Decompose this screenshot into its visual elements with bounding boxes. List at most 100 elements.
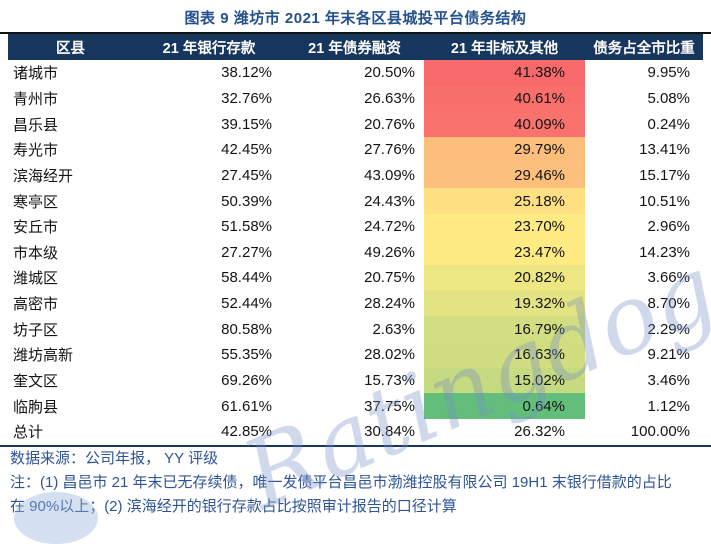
table-row-total: 总计 42.85% 30.84% 26.32% 100.00%	[8, 419, 703, 445]
cell-nonstandard: 29.79%	[424, 136, 585, 163]
note-line-2: 在 90%以上；(2) 滨海经开的银行存款占比按照审计报告的口径计算	[10, 498, 457, 515]
cell-city-share: 9.21%	[647, 346, 690, 364]
data-source: 数据来源：公司年报， YY 评级	[10, 450, 219, 467]
table-row: 滨海经开 27.45% 43.09% 29.46% 15.17%	[8, 162, 703, 189]
cell-bank-deposit: 55.35%	[221, 346, 272, 364]
cell-district: 滨海经开	[13, 167, 74, 185]
debt-structure-table: 区县 21 年银行存款 21 年债券融资 21 年非标及其他 债务占全市比重 诸…	[0, 32, 711, 447]
cell-bank-deposit: 27.27%	[221, 243, 272, 261]
cell-district: 坊子区	[13, 321, 59, 339]
cell-bank-deposit: 50.39%	[221, 192, 272, 210]
cell-nonstandard: 23.47%	[424, 239, 585, 266]
cell-city-share: 9.95%	[647, 64, 690, 82]
cell-bank-deposit: 42.45%	[221, 141, 272, 159]
cell-city-share: 2.29%	[647, 320, 690, 338]
cell-bond-financing: 43.09%	[364, 166, 415, 184]
table-row: 坊子区 80.58% 2.63% 16.79% 2.29%	[8, 316, 703, 343]
cell-city-share: 1.12%	[647, 397, 690, 415]
cell-bank-deposit: 42.85%	[221, 423, 272, 441]
header-city-share: 债务占全市比重	[593, 40, 695, 57]
cell-bond-financing: 20.76%	[364, 115, 415, 133]
cell-bond-financing: 2.63%	[372, 320, 415, 338]
cell-bond-financing: 20.50%	[364, 64, 415, 82]
cell-bank-deposit: 61.61%	[221, 397, 272, 415]
cell-nonstandard: 16.63%	[424, 342, 585, 368]
cell-bank-deposit: 38.12%	[221, 64, 272, 82]
cell-bond-financing: 27.76%	[364, 141, 415, 159]
cell-bond-financing: 28.02%	[364, 346, 415, 364]
cell-bank-deposit: 58.44%	[221, 269, 272, 287]
cell-bond-financing: 49.26%	[364, 243, 415, 261]
cell-nonstandard: 19.32%	[424, 290, 585, 317]
cell-bond-financing: 15.73%	[364, 372, 415, 389]
cell-city-share: 3.66%	[647, 269, 690, 287]
cell-bond-financing: 28.24%	[364, 295, 415, 313]
cell-bank-deposit: 27.45%	[221, 166, 272, 184]
cell-district: 奎文区	[13, 373, 59, 390]
cell-district: 市本级	[13, 244, 59, 262]
table-row: 高密市 52.44% 28.24% 19.32% 8.70%	[8, 290, 703, 317]
table-row: 昌乐县 39.15% 20.76% 40.09% 0.24%	[8, 111, 703, 137]
cell-city-share: 100.00%	[630, 423, 690, 441]
cell-bond-financing: 30.84%	[364, 423, 415, 441]
header-district: 区县	[56, 40, 85, 57]
cell-nonstandard: 20.82%	[424, 265, 585, 291]
cell-bond-financing: 24.72%	[364, 218, 415, 236]
cell-bank-deposit: 39.15%	[221, 115, 272, 133]
figure-title: 图表 9 潍坊市 2021 年末各区县城投平台债务结构	[184, 10, 527, 27]
cell-city-share: 0.24%	[647, 115, 690, 133]
cell-nonstandard: 26.32%	[514, 423, 565, 441]
cell-city-share: 13.41%	[639, 141, 690, 159]
table-row: 潍坊高新 55.35% 28.02% 16.63% 9.21%	[8, 342, 703, 368]
header-bank-deposit: 21 年银行存款	[162, 40, 256, 57]
cell-bond-financing: 37.75%	[364, 397, 415, 415]
table-row: 潍城区 58.44% 20.75% 20.82% 3.66%	[8, 265, 703, 291]
table-header-row: 区县 21 年银行存款 21 年债券融资 21 年非标及其他 债务占全市比重	[8, 34, 703, 60]
note-line-1: 注：(1) 昌邑市 21 年末已无存续债，唯一发债平台昌邑市渤潍控股有限公司 1…	[10, 474, 672, 491]
cell-district: 潍城区	[13, 270, 59, 288]
cell-bond-financing: 20.75%	[364, 269, 415, 287]
cell-nonstandard: 0.64%	[424, 393, 585, 419]
header-nonstandard: 21 年非标及其他	[450, 40, 559, 57]
cell-bank-deposit: 32.76%	[221, 89, 272, 107]
cell-district: 总计	[13, 424, 44, 442]
cell-city-share: 14.23%	[639, 243, 690, 261]
cell-district: 安丘市	[13, 219, 59, 237]
cell-nonstandard: 23.70%	[424, 213, 585, 240]
cell-nonstandard: 40.61%	[424, 85, 585, 112]
cell-district: 诸城市	[13, 65, 59, 83]
cell-city-share: 3.46%	[647, 372, 690, 389]
cell-city-share: 2.96%	[647, 218, 690, 236]
cell-district: 寿光市	[13, 142, 59, 160]
cell-city-share: 8.70%	[647, 295, 690, 313]
cell-bank-deposit: 52.44%	[221, 295, 272, 313]
cell-district: 寒亭区	[13, 193, 59, 211]
cell-district: 青州市	[13, 90, 59, 108]
cell-bank-deposit: 69.26%	[221, 372, 272, 389]
table-row: 奎文区 69.26% 15.73% 15.02% 3.46%	[8, 367, 703, 394]
cell-city-share: 5.08%	[647, 89, 690, 107]
cell-nonstandard: 41.38%	[424, 60, 585, 86]
table-row: 市本级 27.27% 49.26% 23.47% 14.23%	[8, 239, 703, 266]
cell-city-share: 10.51%	[639, 192, 690, 210]
table-body: 诸城市 38.12% 20.50% 41.38% 9.95% 青州市 32.76% 26.63…	[8, 60, 703, 445]
cell-city-share: 15.17%	[639, 166, 690, 184]
cell-nonstandard: 16.79%	[424, 316, 585, 343]
cell-district: 高密市	[13, 296, 59, 314]
cell-nonstandard: 29.46%	[424, 162, 585, 189]
figure-footer: 数据来源：公司年报， YY 评级 注：(1) 昌邑市 21 年末已无存续债，唯一…	[10, 447, 705, 519]
cell-nonstandard: 25.18%	[424, 188, 585, 214]
cell-district: 昌乐县	[13, 116, 59, 134]
cell-bond-financing: 24.43%	[364, 192, 415, 210]
table-row: 寿光市 42.45% 27.76% 29.79% 13.41%	[8, 136, 703, 163]
table-row: 临朐县 61.61% 37.75% 0.64% 1.12%	[8, 393, 703, 419]
cell-district: 临朐县	[13, 398, 59, 416]
table-row: 安丘市 51.58% 24.72% 23.70% 2.96%	[8, 213, 703, 240]
table-row: 青州市 32.76% 26.63% 40.61% 5.08%	[8, 85, 703, 112]
header-bond-financing: 21 年债券融资	[308, 40, 401, 57]
cell-bank-deposit: 51.58%	[221, 218, 272, 236]
cell-nonstandard: 15.02%	[424, 367, 585, 394]
cell-bank-deposit: 80.58%	[221, 320, 272, 338]
cell-bond-financing: 26.63%	[364, 89, 415, 107]
cell-nonstandard: 40.09%	[424, 111, 585, 137]
